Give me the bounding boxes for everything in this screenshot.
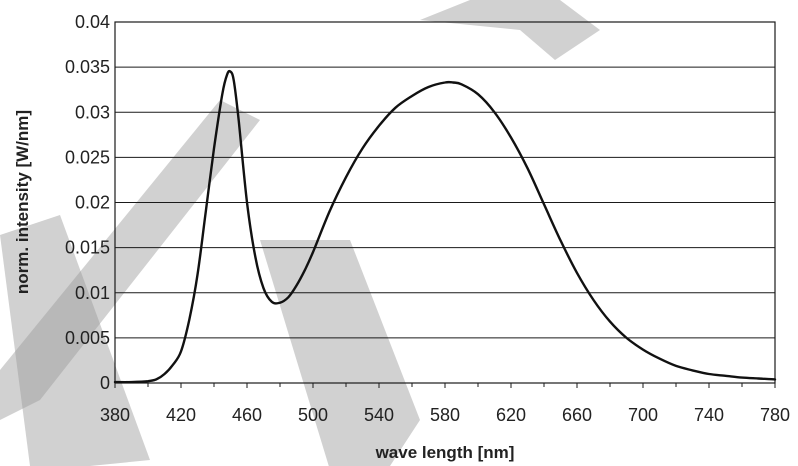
y-tick-label: 0 <box>100 373 110 393</box>
y-tick-label: 0.015 <box>65 238 110 258</box>
y-tick-label: 0.035 <box>65 57 110 77</box>
x-tick-label: 460 <box>232 405 262 425</box>
x-tick-label: 580 <box>430 405 460 425</box>
y-axis-title: norm. intensity [W/nm] <box>13 110 32 294</box>
y-tick-label: 0.005 <box>65 328 110 348</box>
grid-lines <box>115 66 775 339</box>
x-axis-title: wave length [nm] <box>375 443 515 462</box>
x-tick-label: 540 <box>364 405 394 425</box>
y-tick-label: 0.03 <box>75 102 110 122</box>
x-tick-label: 380 <box>100 405 130 425</box>
y-tick-label: 0.04 <box>75 12 110 32</box>
y-tick-label: 0.01 <box>75 283 110 303</box>
x-tick-label: 420 <box>166 405 196 425</box>
x-tick-label: 660 <box>562 405 592 425</box>
x-tick-label: 620 <box>496 405 526 425</box>
x-tick-label: 700 <box>628 405 658 425</box>
y-tick-label: 0.02 <box>75 193 110 213</box>
x-tick-labels: 380 420 460 500 540 580 620 660 700 740 780 <box>100 405 790 425</box>
x-tick-label: 740 <box>694 405 724 425</box>
y-tick-label: 0.025 <box>65 147 110 167</box>
x-tick-label: 500 <box>298 405 328 425</box>
y-tick-labels: 0 0.005 0.01 0.015 0.02 0.025 0.03 0.035 0.04 <box>65 12 110 393</box>
x-tick-label: 780 <box>760 405 790 425</box>
x-tick-marks <box>114 383 776 388</box>
spectrum-line <box>113 69 777 384</box>
watermark <box>0 0 600 466</box>
